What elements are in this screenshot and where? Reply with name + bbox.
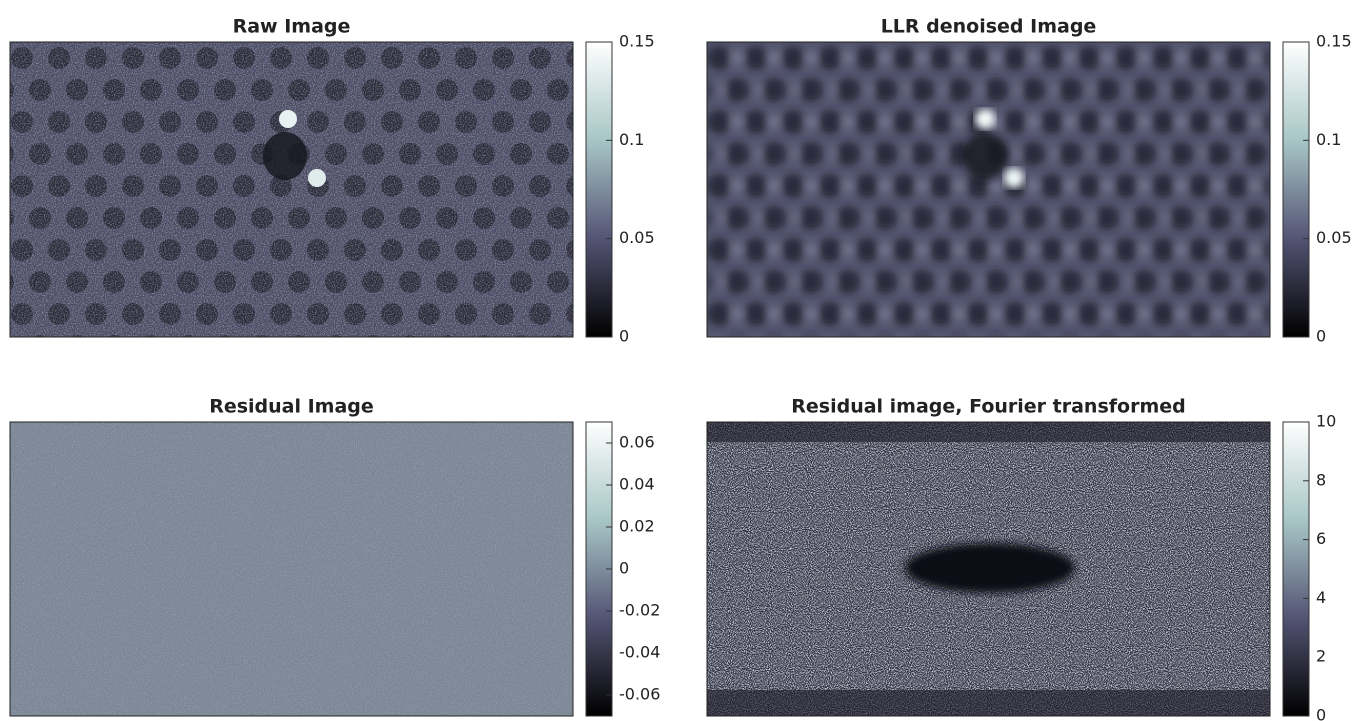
figure: Raw Image 0 0.05 0.1 0.15 LLR denoised Image 0…	[0, 0, 1358, 721]
colorbar	[1283, 42, 1309, 337]
panel-title: LLR denoised Image	[881, 16, 1097, 38]
colorbar-tick-label: 0.15	[619, 32, 655, 51]
raw-image	[10, 42, 573, 337]
colorbar-tick-label: 0	[619, 327, 629, 346]
colorbar-tick-label: 0.15	[1316, 32, 1352, 51]
colorbar-tick-label: 0.06	[619, 433, 655, 452]
colorbar-tick-label: -0.04	[619, 643, 660, 662]
colorbar-tick-label: 8	[1316, 470, 1326, 489]
colorbar-tick-label: 0.02	[619, 517, 655, 536]
colorbar-tick-label: 0.1	[619, 130, 644, 149]
colorbar-tick-label: 0	[619, 559, 629, 578]
colorbar-tick-label: 4	[1316, 588, 1326, 607]
colorbar-tick-label: 6	[1316, 529, 1326, 548]
colorbar-tick-label: 0.04	[619, 475, 655, 494]
colorbar-tick-label: 0	[1316, 327, 1326, 346]
colorbar-tick-label: -0.02	[619, 601, 660, 620]
colorbar-tick-label: 0.1	[1316, 130, 1341, 149]
colorbar-tick-label: 10	[1316, 412, 1336, 431]
residual-image	[10, 422, 573, 716]
colorbar-tick-label: 2	[1316, 647, 1326, 666]
colorbar	[1283, 422, 1309, 716]
colorbar-tick-label: 0	[1316, 706, 1326, 721]
colorbar-tick-label: -0.06	[619, 685, 660, 704]
colorbar-tick-label: 0.05	[619, 228, 655, 247]
panel-title: Residual Image	[209, 396, 374, 418]
denoised-image	[707, 42, 1270, 337]
panel-title: Residual image, Fourier transformed	[791, 396, 1186, 418]
colorbar	[586, 42, 612, 337]
fourier-image	[707, 422, 1270, 716]
panel-title: Raw Image	[233, 16, 351, 38]
colorbar-tick-label: 0.05	[1316, 228, 1352, 247]
